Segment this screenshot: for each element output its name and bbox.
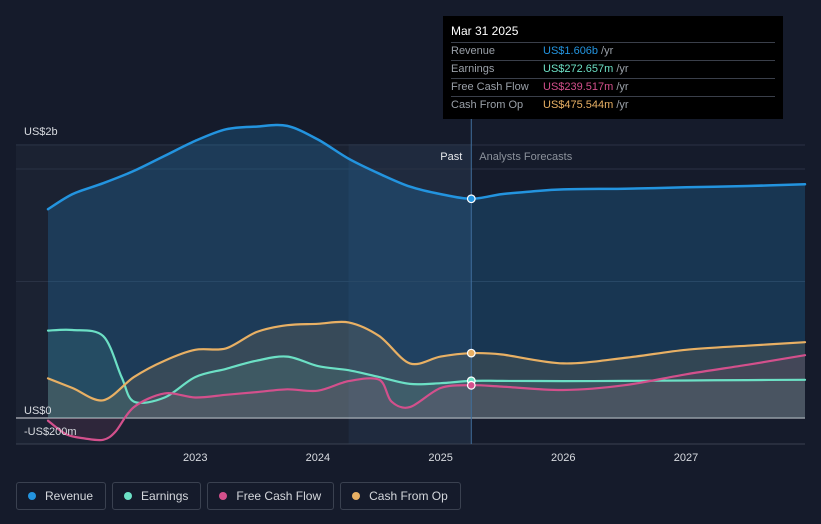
legend-label: Free Cash Flow	[236, 489, 322, 503]
y-tick-label: -US$200m	[24, 426, 77, 438]
tooltip: Mar 31 2025 Revenue US$1.606b /yr Earnin…	[443, 16, 783, 119]
marker-cash-from-op	[466, 348, 476, 358]
legend-item-revenue[interactable]: Revenue	[16, 482, 107, 510]
legend-dot-icon	[124, 492, 133, 500]
tooltip-unit: /yr	[616, 63, 629, 75]
y-tick-label: US$0	[24, 405, 52, 417]
tooltip-value: US$239.517m	[543, 81, 614, 93]
tooltip-value: US$272.657m	[543, 63, 614, 75]
tooltip-unit: /yr	[616, 81, 629, 93]
x-tick-label: 2027	[674, 452, 698, 464]
legend-dot-icon	[219, 492, 228, 500]
tooltip-value: US$475.544m	[543, 99, 614, 111]
x-tick-label: 2025	[428, 452, 452, 464]
tooltip-label: Free Cash Flow	[451, 81, 529, 93]
series-area-earnings	[48, 329, 805, 418]
tooltip-row-earnings: Earnings US$272.657m /yr	[451, 60, 775, 78]
marker-revenue	[466, 194, 476, 204]
tooltip-label: Revenue	[451, 45, 496, 57]
tooltip-row-free-cash-flow: Free Cash Flow US$239.517m /yr	[451, 78, 775, 96]
tooltip-unit: /yr	[616, 99, 629, 111]
tooltip-unit: /yr	[601, 45, 614, 57]
tooltip-row-cash-from-op: Cash From Op US$475.544m /yr	[451, 96, 775, 114]
legend-item-earnings[interactable]: Earnings	[112, 482, 202, 510]
legend-dot-icon	[28, 492, 36, 500]
tooltip-label: Earnings	[451, 63, 495, 75]
tooltip-value: US$1.606b	[543, 45, 599, 57]
marker-free-cash-flow	[466, 380, 476, 390]
past-highlight-region	[348, 144, 472, 444]
tooltip-date: Mar 31 2025	[451, 24, 519, 38]
legend-item-cash-from-op[interactable]: Cash From Op	[340, 482, 461, 510]
x-tick-label: 2023	[183, 452, 207, 464]
series-line-revenue	[46, 123, 807, 211]
legend-label: Earnings	[141, 489, 189, 503]
x-tick-label: 2024	[306, 452, 330, 464]
legend-item-free-cash-flow[interactable]: Free Cash Flow	[207, 482, 335, 510]
series-line-free-cash-flow	[46, 354, 807, 442]
series-line-cash-from-op	[46, 320, 807, 402]
x-tick-label: 2026	[551, 452, 575, 464]
legend-label: Cash From Op	[369, 489, 448, 503]
tooltip-row-revenue: Revenue US$1.606b /yr	[451, 42, 775, 60]
past-label: Past	[440, 151, 462, 163]
y-tick-label: US$2b	[24, 126, 58, 138]
legend-label: Revenue	[45, 489, 94, 503]
series-line-earnings	[46, 328, 807, 405]
legend-dot-icon	[352, 492, 361, 500]
legend: Revenue Earnings Free Cash Flow Cash Fro…	[16, 482, 461, 510]
series-area-revenue	[48, 125, 805, 418]
tooltip-label: Cash From Op	[451, 99, 524, 111]
forecast-label: Analysts Forecasts	[479, 151, 572, 163]
